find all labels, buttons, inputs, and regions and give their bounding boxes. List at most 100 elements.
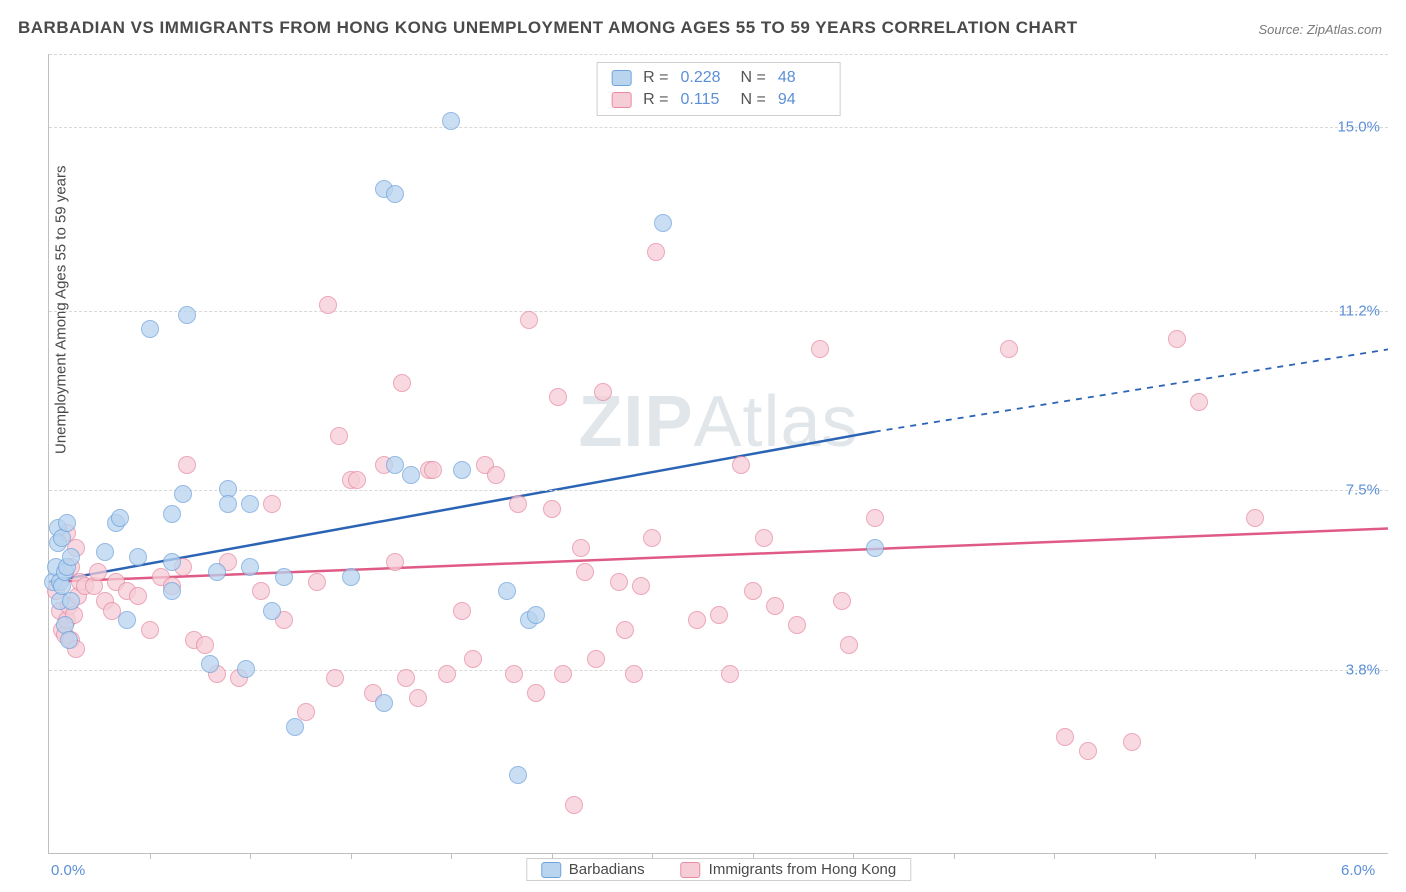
y-tick-label: 15.0% [1337, 118, 1380, 135]
source-credit: Source: ZipAtlas.com [1258, 22, 1382, 37]
scatter-point-a [60, 631, 78, 649]
stats-legend: R = 0.228 N = 48 R = 0.115 N = 94 [596, 62, 841, 116]
scatter-point-b [647, 243, 665, 261]
scatter-point-a [163, 582, 181, 600]
scatter-point-a [402, 466, 420, 484]
plot-area: Unemployment Among Ages 55 to 59 years Z… [48, 54, 1388, 854]
scatter-point-b [527, 684, 545, 702]
scatter-point-a [275, 568, 293, 586]
x-minor-tick [451, 853, 452, 859]
stats-row-b: R = 0.115 N = 94 [611, 89, 826, 111]
swatch-a [611, 70, 631, 86]
scatter-point-a [237, 660, 255, 678]
scatter-point-b [616, 621, 634, 639]
scatter-point-b [509, 495, 527, 513]
scatter-point-b [89, 563, 107, 581]
scatter-point-a [201, 655, 219, 673]
scatter-point-b [1123, 733, 1141, 751]
scatter-point-a [141, 320, 159, 338]
gridline [49, 490, 1388, 491]
x-minor-tick [853, 853, 854, 859]
scatter-point-b [1079, 742, 1097, 760]
legend-label-a: Barbadians [569, 861, 645, 878]
scatter-point-b [196, 636, 214, 654]
scatter-point-b [520, 311, 538, 329]
scatter-point-a [129, 548, 147, 566]
n-label-a: N = [741, 69, 766, 87]
gridline [49, 127, 1388, 128]
scatter-point-a [62, 548, 80, 566]
scatter-point-b [576, 563, 594, 581]
scatter-point-a [62, 592, 80, 610]
scatter-point-b [710, 606, 728, 624]
chart-container: BARBADIAN VS IMMIGRANTS FROM HONG KONG U… [0, 0, 1406, 892]
scatter-point-b [505, 665, 523, 683]
n-value-a: 48 [778, 69, 826, 87]
scatter-point-b [1246, 509, 1264, 527]
scatter-point-b [326, 669, 344, 687]
scatter-point-b [487, 466, 505, 484]
scatter-point-a [263, 602, 281, 620]
scatter-point-a [866, 539, 884, 557]
scatter-point-b [141, 621, 159, 639]
scatter-point-b [811, 340, 829, 358]
scatter-point-b [1056, 728, 1074, 746]
scatter-point-b [755, 529, 773, 547]
scatter-point-b [721, 665, 739, 683]
scatter-point-a [241, 558, 259, 576]
scatter-point-a [208, 563, 226, 581]
x-minor-tick [250, 853, 251, 859]
scatter-point-b [252, 582, 270, 600]
scatter-point-a [509, 766, 527, 784]
chart-title: BARBADIAN VS IMMIGRANTS FROM HONG KONG U… [18, 18, 1078, 38]
scatter-point-b [386, 553, 404, 571]
scatter-point-b [643, 529, 661, 547]
scatter-point-b [1000, 340, 1018, 358]
scatter-point-a [442, 112, 460, 130]
scatter-point-b [744, 582, 762, 600]
legend-item-b: Immigrants from Hong Kong [681, 861, 897, 878]
scatter-point-b [688, 611, 706, 629]
scatter-point-b [572, 539, 590, 557]
y-tick-label: 3.8% [1346, 661, 1380, 678]
scatter-point-a [654, 214, 672, 232]
r-label-b: R = [643, 91, 668, 109]
scatter-point-a [118, 611, 136, 629]
scatter-point-a [342, 568, 360, 586]
scatter-point-b [1190, 393, 1208, 411]
scatter-point-b [554, 665, 572, 683]
r-value-a: 0.228 [681, 69, 729, 87]
scatter-point-a [178, 306, 196, 324]
y-axis-label: Unemployment Among Ages 55 to 59 years [53, 165, 70, 454]
legend-item-a: Barbadians [541, 861, 645, 878]
scatter-point-a [241, 495, 259, 513]
swatch-a-bottom [541, 862, 561, 878]
scatter-point-b [625, 665, 643, 683]
legend-label-b: Immigrants from Hong Kong [709, 861, 897, 878]
swatch-b-bottom [681, 862, 701, 878]
scatter-point-b [397, 669, 415, 687]
gridline [49, 311, 1388, 312]
r-label-a: R = [643, 69, 668, 87]
n-label-b: N = [741, 91, 766, 109]
scatter-point-a [286, 718, 304, 736]
scatter-point-b [129, 587, 147, 605]
scatter-point-b [178, 456, 196, 474]
x-minor-tick [1255, 853, 1256, 859]
n-value-b: 94 [778, 91, 826, 109]
scatter-point-b [732, 456, 750, 474]
scatter-point-b [543, 500, 561, 518]
watermark-thin: Atlas [693, 382, 858, 462]
x-minor-tick [150, 853, 151, 859]
stats-row-a: R = 0.228 N = 48 [611, 67, 826, 89]
scatter-point-b [610, 573, 628, 591]
scatter-point-b [308, 573, 326, 591]
scatter-point-b [594, 383, 612, 401]
swatch-b [611, 92, 631, 108]
scatter-point-a [58, 514, 76, 532]
scatter-point-a [96, 543, 114, 561]
r-value-b: 0.115 [681, 91, 729, 109]
trend-line [875, 349, 1388, 431]
x-minor-tick [1054, 853, 1055, 859]
scatter-point-b [1168, 330, 1186, 348]
